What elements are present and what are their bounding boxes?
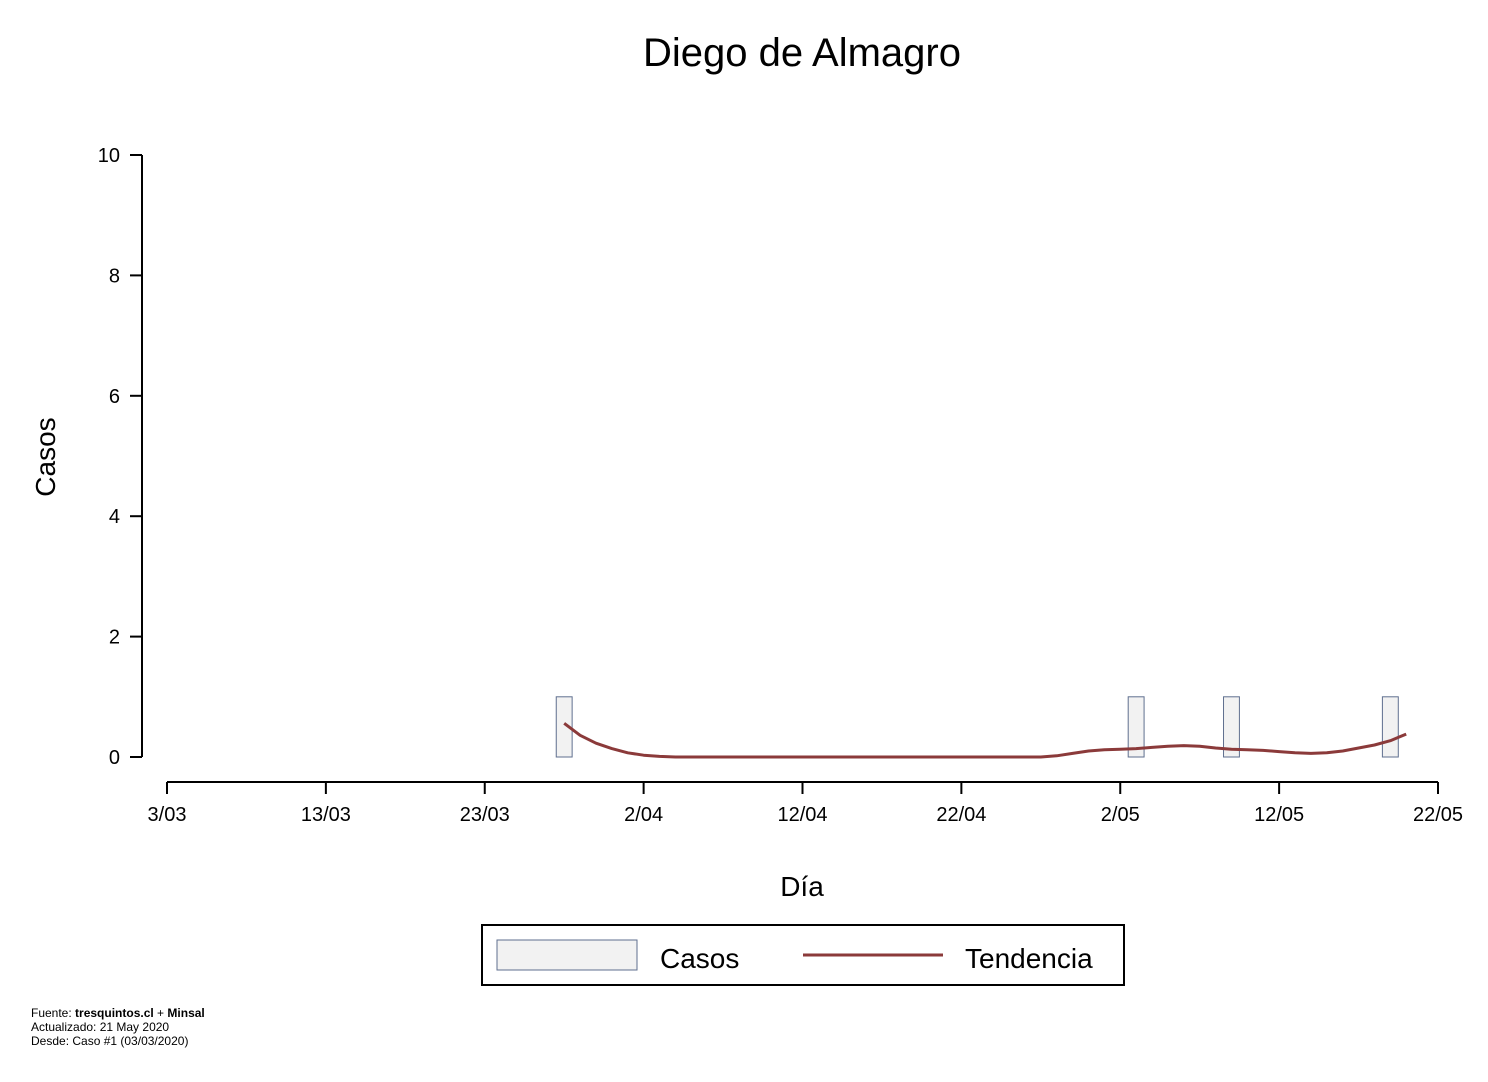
legend: Casos Tendencia bbox=[481, 924, 1125, 986]
legend-casos-label: Casos bbox=[660, 943, 739, 974]
x-tick-label: 12/04 bbox=[777, 804, 827, 826]
trend-series bbox=[563, 722, 1407, 759]
y-tick-label: 6 bbox=[109, 386, 120, 408]
x-tick-label: 2/04 bbox=[624, 804, 663, 826]
x-tick-label: 23/03 bbox=[460, 804, 510, 826]
y-tick-label: 2 bbox=[109, 627, 120, 649]
footer-source: Fuente: tresquintos.cl + Minsal bbox=[31, 1006, 205, 1020]
bar bbox=[555, 696, 573, 758]
y-tick-label: 10 bbox=[98, 145, 120, 167]
footer-source-prefix: Fuente: bbox=[31, 1006, 76, 1020]
bar bbox=[1223, 696, 1240, 758]
x-tick-label: 22/04 bbox=[936, 804, 986, 826]
footer-since: Desde: Caso #1 (03/03/2020) bbox=[31, 1034, 189, 1048]
footer-source-join: + bbox=[153, 1006, 168, 1020]
x-tick-label: 13/03 bbox=[301, 804, 351, 826]
bar bbox=[1127, 696, 1145, 758]
legend-tendencia-label: Tendencia bbox=[965, 943, 1093, 974]
footer: Fuente: tresquintos.cl + Minsal Actualiz… bbox=[31, 1006, 205, 1048]
footer-updated: Actualizado: 21 May 2020 bbox=[31, 1020, 170, 1034]
bar-series bbox=[555, 696, 1399, 758]
x-tick-label: 2/05 bbox=[1101, 804, 1140, 826]
bar bbox=[1381, 696, 1399, 758]
y-tick-label: 0 bbox=[109, 747, 120, 769]
legend-casos-swatch bbox=[496, 939, 638, 971]
x-tick-label: 12/05 bbox=[1254, 804, 1304, 826]
x-axis-label: Día bbox=[780, 871, 824, 902]
y-tick-label: 8 bbox=[109, 265, 120, 287]
footer-source-org: Minsal bbox=[167, 1006, 205, 1020]
y-axis: 0 2 4 6 8 10 bbox=[98, 145, 143, 769]
chart-title: Diego de Almagro bbox=[643, 31, 961, 75]
x-axis: 3/03 13/03 23/03 2/04 12/04 22/04 2/05 12/05 22/… bbox=[148, 781, 1463, 826]
footer-source-site: tresquintos.cl bbox=[75, 1006, 154, 1020]
y-axis-label: Casos bbox=[30, 417, 61, 496]
x-tick-label: 3/03 bbox=[148, 804, 187, 826]
trend-line bbox=[563, 722, 1407, 759]
y-tick-label: 4 bbox=[109, 506, 120, 528]
x-tick-label: 22/05 bbox=[1413, 804, 1463, 826]
